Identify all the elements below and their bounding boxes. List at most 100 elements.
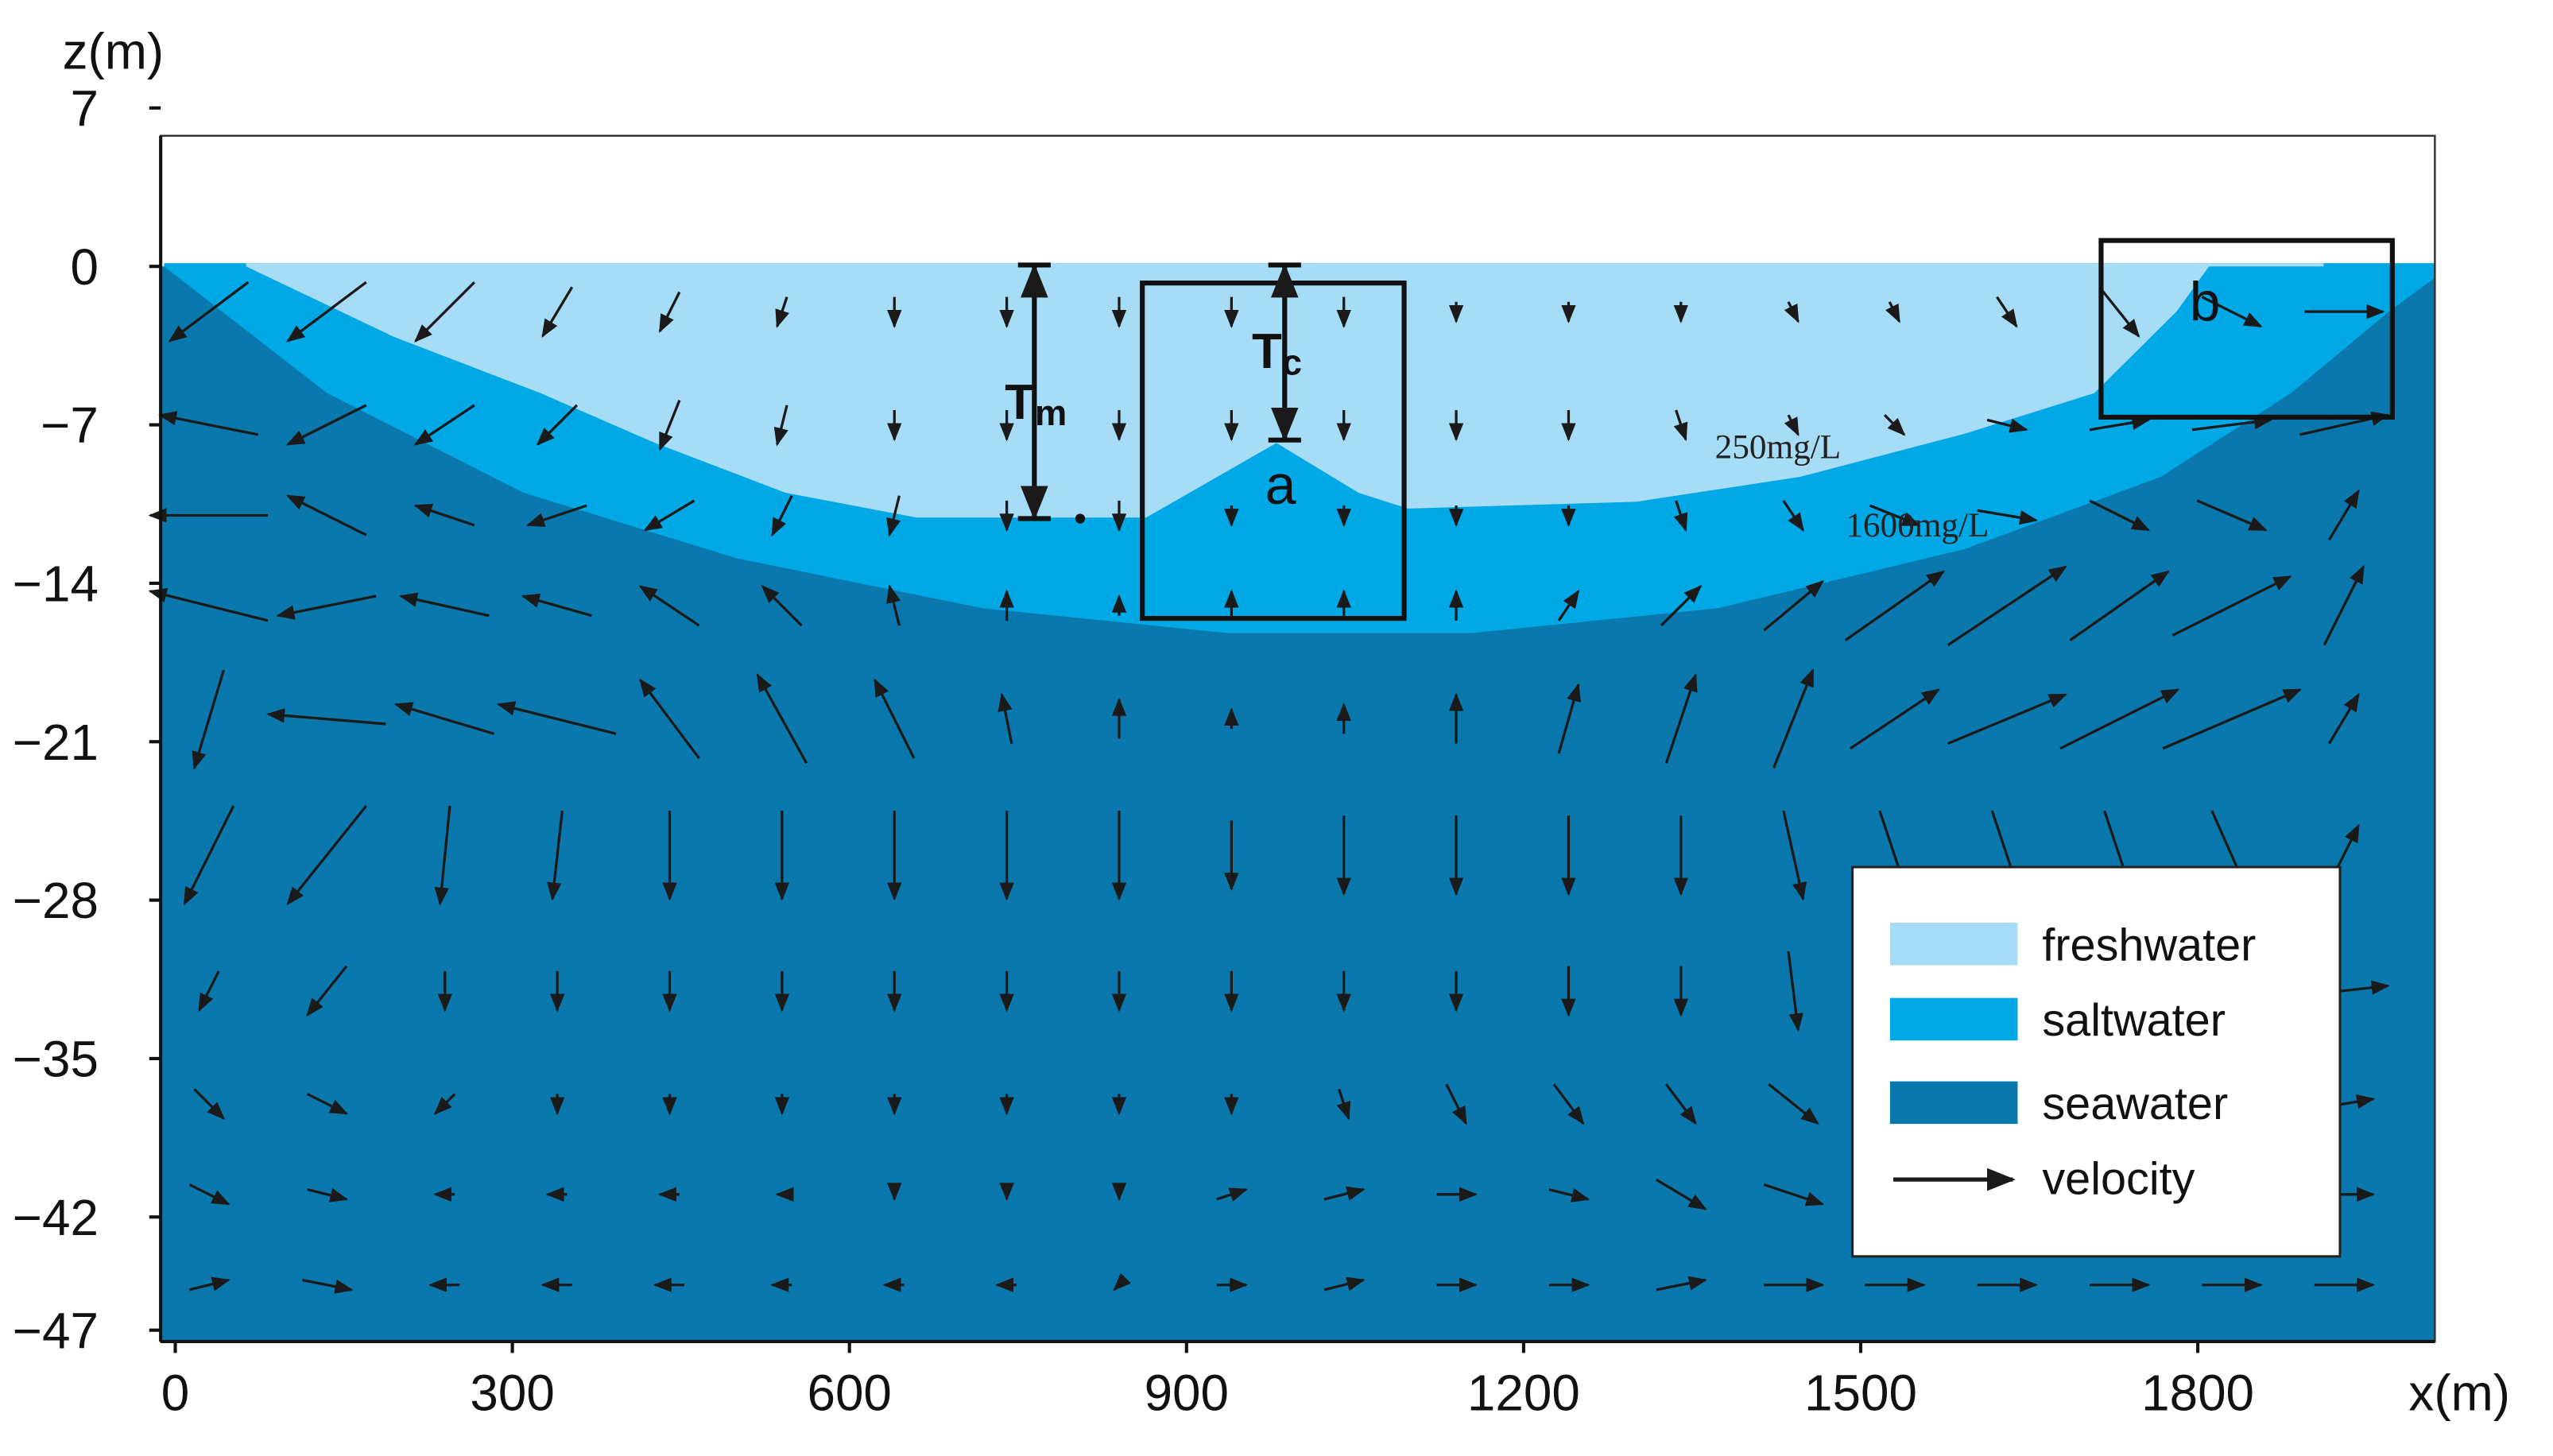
velocity-arrow: [1656, 1276, 1707, 1291]
y-tick-label: −42: [13, 1189, 99, 1246]
velocity-arrow: [1660, 585, 1703, 627]
x-tick-label: 300: [470, 1364, 554, 1421]
y-tick-label: 0: [70, 238, 98, 296]
tc-main: T: [1252, 324, 1282, 379]
velocity-arrow: [398, 592, 490, 618]
velocity-arrow: [2162, 688, 2303, 750]
box-b: [2098, 238, 2395, 420]
velocity-arrow: [547, 810, 564, 901]
velocity-arrow: [1977, 509, 2039, 525]
velocity-arrow: [2191, 414, 2273, 432]
x-tick-label: 0: [161, 1364, 189, 1421]
velocity-arrow: [2059, 688, 2180, 750]
velocity-arrow: [414, 281, 476, 343]
velocity-arrow: [1323, 1186, 1366, 1201]
velocity-arrow: [1849, 688, 1940, 750]
velocity-arrow: [1787, 951, 1803, 1032]
velocity-arrow: [1336, 1088, 1351, 1121]
velocity-arrow: [2089, 499, 2151, 532]
y-tick-label: −7: [41, 397, 99, 454]
velocity-arrow: [2327, 692, 2360, 745]
velocity-arrow: [1782, 810, 1807, 901]
velocity-arrow: [148, 587, 269, 622]
tm-label: Tm: [1005, 375, 1067, 433]
velocity-arrow: [1844, 570, 1946, 641]
velocity-arrow: [638, 585, 700, 627]
velocity-arrow: [285, 404, 367, 446]
velocity-arrow: [658, 291, 681, 333]
velocity-arrow: [1996, 296, 2018, 328]
y-tick-label: −21: [13, 714, 99, 771]
velocity-arrow: [1557, 683, 1581, 754]
velocity-arrow: [1784, 414, 1799, 436]
velocity-arrow: [2069, 570, 2170, 641]
velocity-arrow: [192, 669, 226, 770]
legend-swatch: [1889, 997, 2018, 1041]
velocity-arrow: [188, 1276, 231, 1291]
legend-label: freshwater: [2042, 920, 2256, 970]
y-axis-label: z(m): [63, 22, 165, 79]
velocity-arrow: [413, 503, 475, 527]
velocity-arrow: [413, 404, 475, 446]
velocity-arrow: [775, 296, 790, 328]
velocity-arrow: [2327, 489, 2360, 541]
velocity-arrow: [2098, 286, 2140, 338]
velocity-arrow: [434, 805, 451, 906]
velocity-arrow: [639, 678, 700, 760]
y-tick-label: −28: [13, 872, 99, 929]
velocity-arrow: [285, 494, 367, 536]
x-tick-label: 1800: [2141, 1364, 2254, 1421]
x-tick-label: 600: [807, 1364, 891, 1421]
velocity-arrow: [998, 692, 1013, 744]
velocity-arrow: [1323, 1276, 1366, 1291]
contour-label: 250mg/L: [1715, 428, 1841, 466]
velocity-arrow: [658, 400, 681, 451]
velocity-arrow: [1784, 301, 1799, 323]
legend-label: velocity: [2042, 1154, 2195, 1205]
velocity-arrow: [874, 678, 916, 759]
velocity-arrow: [306, 965, 348, 1017]
velocity-arrow: [433, 1093, 456, 1115]
velocity-arrow: [536, 404, 579, 446]
velocity-arrow: [183, 805, 235, 906]
velocity-arrow: [1869, 504, 1921, 527]
x-tick-label: 900: [1145, 1364, 1229, 1421]
velocity-arrow: [1947, 693, 2067, 745]
y-tick-label: −47: [13, 1302, 99, 1359]
dot: [1075, 513, 1086, 524]
velocity-arrow: [1552, 1083, 1585, 1125]
y-tick-label: −14: [13, 556, 99, 613]
velocity-arrow: [643, 499, 695, 532]
legend-label: saltwater: [2042, 995, 2226, 1046]
x-tick-label: 1500: [1804, 1364, 1917, 1421]
velocity-arrow: [1763, 580, 1824, 632]
tm-main: T: [1005, 375, 1035, 430]
velocity-arrow: [2196, 499, 2268, 532]
velocity-arrow: [193, 1088, 226, 1121]
velocity-arrow: [307, 1187, 349, 1202]
velocity-arrow: [2322, 564, 2365, 646]
velocity-arrow: [188, 1183, 231, 1206]
velocity-arrow: [2201, 296, 2263, 328]
tc-sub: c: [1282, 342, 1302, 382]
velocity-arrow: [1772, 668, 1815, 769]
velocity-arrow: [1673, 409, 1688, 442]
velocity-arrow: [393, 702, 495, 735]
tc-label: Tc: [1252, 324, 1302, 382]
velocity-arrow: [521, 593, 592, 618]
velocity-arrow: [1445, 1083, 1467, 1125]
velocity-arrow: [1548, 1187, 1590, 1202]
velocity-arrow: [286, 281, 367, 343]
y-tick-label: 7: [70, 79, 98, 137]
velocity-arrow: [157, 411, 259, 436]
velocity-arrow: [1216, 1187, 1249, 1202]
tm-sub: m: [1035, 393, 1067, 433]
annotations: z(m) x(m) a b Tm Tc 250mg/L 1600mg/L: [63, 22, 2510, 1421]
velocity-arrow: [276, 594, 377, 620]
contour-label: 1600mg/L: [1846, 506, 1989, 544]
velocity-arrow: [1947, 565, 2067, 647]
velocity-arrow: [1885, 301, 1901, 323]
velocity-arrow: [773, 405, 788, 447]
velocity-arrow: [756, 673, 808, 765]
